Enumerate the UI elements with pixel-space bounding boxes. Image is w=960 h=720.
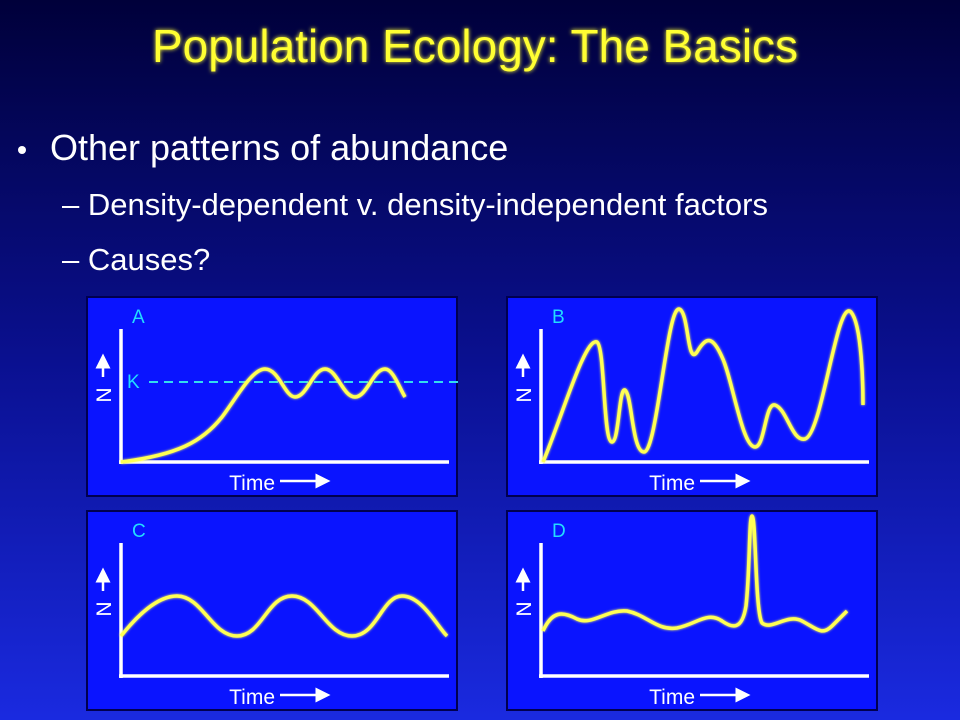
bullet-dot xyxy=(18,146,26,154)
sub-bullet: – Density-dependent v. density-independe… xyxy=(62,187,768,222)
panel-label: B xyxy=(552,307,565,328)
carrying-capacity-label: K xyxy=(127,372,140,393)
panel: B N Time xyxy=(506,296,878,497)
y-axis-label: N xyxy=(513,601,536,616)
x-axis-label: Time xyxy=(649,686,695,709)
panel: D N Time xyxy=(506,510,878,711)
population-curve xyxy=(120,367,407,464)
x-axis-label: Time xyxy=(229,472,275,495)
panel-label: C xyxy=(132,521,146,542)
sub-bullet: – Causes? xyxy=(62,242,210,277)
panels: A N Time K B N Time C N Time D N Time xyxy=(86,296,878,711)
y-axis-label: N xyxy=(513,387,536,402)
population-curve xyxy=(119,594,449,638)
population-curve xyxy=(541,514,849,633)
sub-bullet-text: Density-dependent v. density-independent… xyxy=(88,187,768,222)
slide-title: Population Ecology: The Basics xyxy=(152,20,798,72)
x-axis-label: Time xyxy=(649,472,695,495)
sub-bullet-text: Causes? xyxy=(88,242,210,277)
y-axis-label: N xyxy=(93,387,116,402)
population-curve xyxy=(541,307,865,463)
panel-label: A xyxy=(132,307,145,328)
y-axis-label: N xyxy=(93,601,116,616)
bullet: Other patterns of abundance xyxy=(50,127,508,168)
panel-label: D xyxy=(552,521,566,542)
panel: C N Time xyxy=(86,510,458,711)
panel: A N Time K xyxy=(86,296,459,497)
x-axis-label: Time xyxy=(229,686,275,709)
